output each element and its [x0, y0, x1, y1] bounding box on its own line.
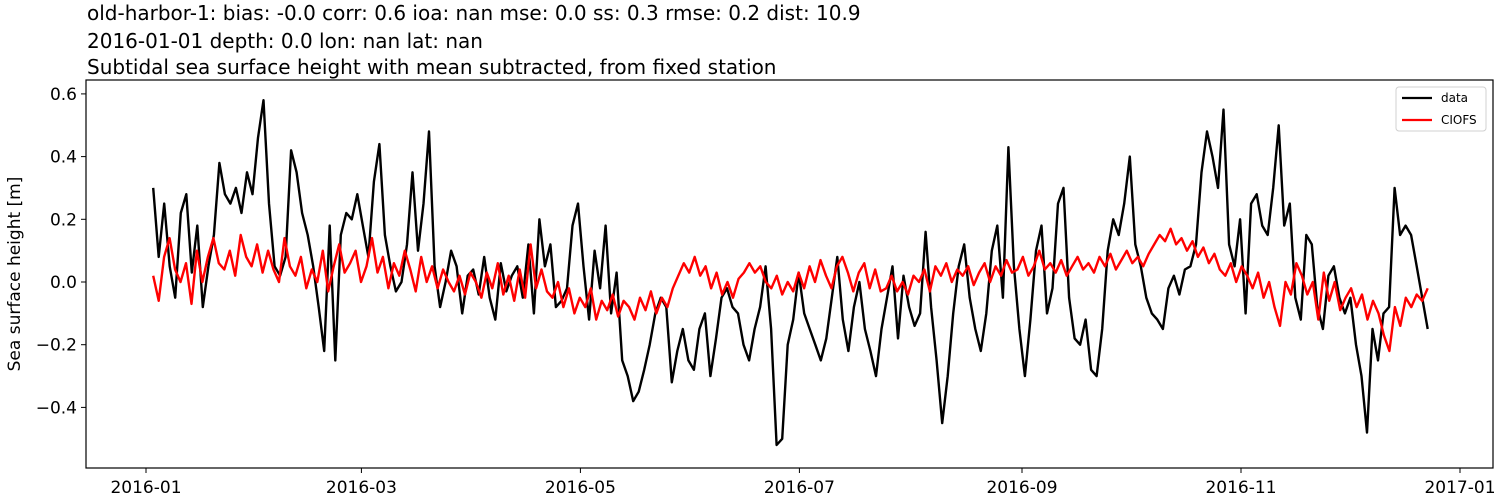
x-tick-label: 2016-09: [986, 478, 1057, 498]
x-tick-label: 2017-01: [1424, 478, 1495, 498]
chart-title-line-3: Subtidal sea surface height with mean su…: [87, 55, 777, 79]
x-tick-label: 2016-11: [1205, 478, 1276, 498]
y-tick-label: 0.4: [50, 148, 77, 168]
y-tick-label: 0.6: [50, 85, 77, 105]
chart-title-line-2: 2016-01-01 depth: 0.0 lon: nan lat: nan: [87, 29, 483, 53]
series-layer: [152, 99, 1429, 447]
chart-title-line-1: old-harbor-1: bias: -0.0 corr: 0.6 ioa: …: [87, 1, 861, 25]
legend-data-label: data: [1441, 91, 1468, 105]
x-tick-label: 2016-05: [545, 478, 616, 498]
x-tick-label: 2016-01: [110, 478, 181, 498]
plot-frame: [85, 79, 1494, 469]
x-axis: 2016-01 2016-03 2016-05 2016-07 2016-09 2016-…: [110, 468, 1496, 498]
x-tick-label: 2016-03: [326, 478, 397, 498]
x-tick-label: 2016-07: [764, 478, 835, 498]
y-tick-label: −0.2: [36, 336, 77, 356]
y-tick-label: 0.0: [50, 273, 77, 293]
y-tick-label: −0.4: [36, 398, 77, 418]
data-series-line: [152, 99, 1429, 447]
y-tick-label: 0.2: [50, 210, 77, 230]
y-axis-label: Sea surface height [m]: [5, 177, 25, 372]
ciofs-series-line: [152, 227, 1429, 353]
y-axis: 0.6 0.4 0.2 0.0 −0.2 −0.4: [36, 85, 86, 418]
legend: data CIOFS: [1395, 86, 1487, 132]
legend-ciofs-label: CIOFS: [1441, 113, 1477, 127]
